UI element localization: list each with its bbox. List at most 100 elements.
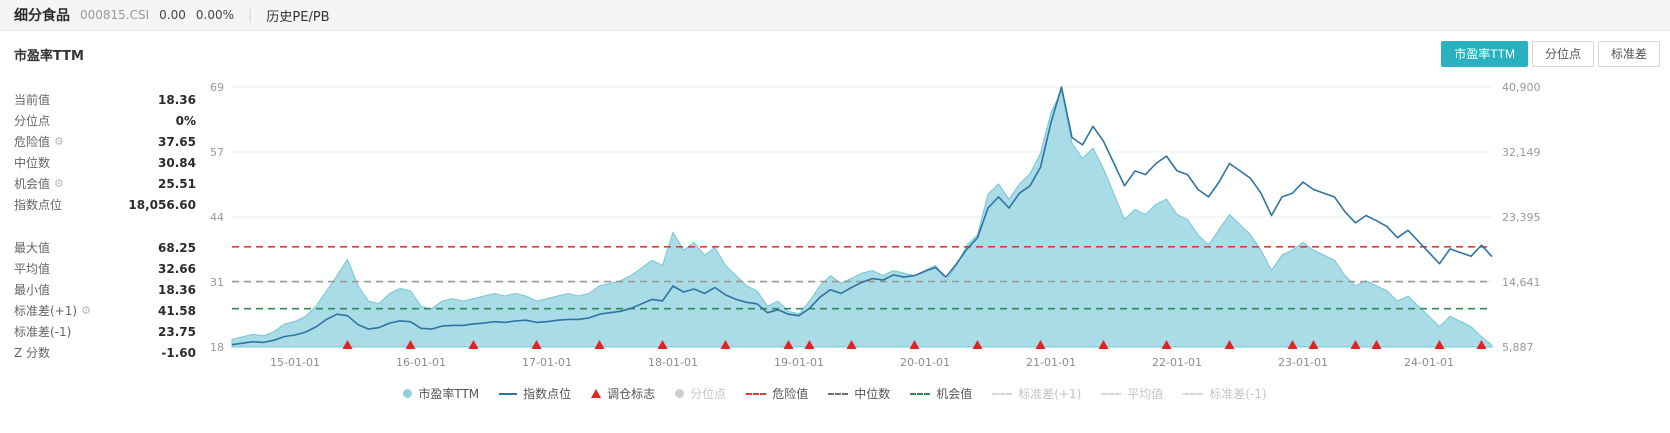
stat-row-std-minus1: 标准差(-1) 23.75	[14, 321, 196, 342]
x-axis-tick: 22-01-01	[1152, 356, 1202, 369]
stat-label-text: 标准差(-1)	[14, 325, 72, 339]
legend-item-pe-ttm[interactable]: 市盈率TTM	[403, 385, 479, 402]
stat-label-text: 指数点位	[14, 198, 63, 212]
stat-row-median: 中位数 30.84	[14, 152, 196, 173]
header-divider: |	[248, 7, 253, 23]
legend-label: 机会值	[936, 387, 973, 401]
legend-item-index-points[interactable]: 指数点位	[499, 385, 571, 402]
stat-label-text: Z 分数	[14, 346, 51, 360]
toggle-stddev[interactable]: 标准差	[1597, 41, 1660, 67]
pe-ttm-area-series	[231, 89, 1493, 348]
legend-item-rebalance[interactable]: 调仓标志	[591, 385, 655, 402]
index-points-line-series	[231, 86, 1493, 346]
stat-value: 37.65	[158, 134, 196, 149]
legend-item-std-plus1[interactable]: 标准差(+1)	[992, 385, 1081, 402]
gear-icon[interactable]: ⚙	[81, 304, 91, 317]
y-axis-left-tick: 18	[210, 341, 224, 354]
panel-title: 市盈率TTM	[14, 49, 84, 64]
top-header: 细分食品 000815.CSI 0.00 0.00% | 历史PE/PB	[0, 0, 1670, 31]
stat-value: 18.36	[158, 282, 196, 297]
dot-marker-icon	[403, 389, 413, 398]
rebalance-triangle-icon	[342, 340, 353, 349]
index-code: 000815.CSI	[80, 8, 150, 22]
index-change-pct: 0.00%	[195, 8, 235, 22]
y-axis-right-tick: 5,887	[1502, 341, 1534, 354]
stat-row-index-points: 指数点位 18,056.60	[14, 194, 196, 215]
rebalance-triangle-icon	[1287, 340, 1298, 349]
toggle-percentile[interactable]: 分位点	[1531, 41, 1594, 67]
legend-item-mean[interactable]: 平均值	[1101, 385, 1163, 402]
legend-item-median[interactable]: 中位数	[828, 385, 890, 402]
stat-label-text: 最小值	[14, 283, 51, 297]
stat-label: Z 分数	[14, 344, 50, 361]
pe-panel: 市盈率TTM 市盈率TTM 分位点 标准差 当前值 18.36 分位点 0% 危…	[0, 31, 1670, 433]
x-axis-tick: 16-01-01	[396, 356, 446, 369]
rebalance-triangle-icon	[783, 340, 794, 349]
legend-label: 分位点	[690, 387, 727, 401]
legend-item-std-minus1[interactable]: 标准差(-1)	[1183, 385, 1267, 402]
stat-label: 最小值	[14, 281, 50, 298]
stat-row-mean: 平均值 32.66	[14, 258, 196, 279]
rebalance-triangle-icon	[1161, 340, 1172, 349]
stat-label-text: 标准差(+1)	[14, 304, 78, 318]
rebalance-triangle-icon	[405, 340, 416, 349]
stat-value: 23.75	[158, 324, 196, 339]
x-axis-tick: 15-01-01	[270, 356, 320, 369]
stat-label-text: 平均值	[14, 262, 51, 276]
gear-icon[interactable]: ⚙	[54, 135, 64, 148]
rebalance-triangle-icon	[1434, 340, 1445, 349]
legend-label: 标准差(+1)	[1018, 387, 1082, 401]
stat-label: 标准差(+1) ⚙	[14, 302, 91, 319]
triangle-marker-icon	[591, 389, 602, 398]
stat-label: 危险值 ⚙	[14, 133, 64, 150]
x-axis-tick: 18-01-01	[648, 356, 698, 369]
y-axis-left-tick: 31	[210, 276, 224, 289]
toggle-pe-ttm[interactable]: 市盈率TTM	[1441, 41, 1528, 67]
legend-label: 平均值	[1127, 387, 1164, 401]
y-axis-right-tick: 32,149	[1502, 146, 1541, 159]
stat-row-danger: 危险值 ⚙ 37.65	[14, 131, 196, 152]
stat-label: 平均值	[14, 260, 50, 277]
stat-label: 当前值	[14, 91, 50, 108]
stat-row-zscore: Z 分数 -1.60	[14, 342, 196, 363]
stat-label-text: 中位数	[14, 156, 51, 170]
rebalance-triangle-icon	[909, 340, 920, 349]
dash-marker-icon	[746, 392, 767, 395]
dash-marker-icon	[910, 392, 931, 395]
stat-row-min: 最小值 18.36	[14, 279, 196, 300]
stat-label: 标准差(-1)	[14, 323, 71, 340]
stat-label-text: 当前值	[14, 93, 51, 107]
stat-label-text: 最大值	[14, 241, 51, 255]
legend-item-opportunity[interactable]: 机会值	[910, 385, 972, 402]
x-axis-tick: 17-01-01	[522, 356, 572, 369]
legend-item-percentile[interactable]: 分位点	[675, 385, 726, 402]
stat-label: 最大值	[14, 239, 50, 256]
index-name: 细分食品	[14, 8, 70, 24]
rebalance-triangle-icon	[1350, 340, 1361, 349]
legend-label: 指数点位	[523, 387, 572, 401]
stat-value: 0%	[175, 113, 196, 128]
legend-item-danger[interactable]: 危险值	[746, 385, 808, 402]
rebalance-triangle-icon	[531, 340, 542, 349]
rebalance-triangle-icon	[804, 340, 815, 349]
stat-label-text: 机会值	[14, 177, 51, 191]
pe-ttm-chart[interactable]: 69 40,900 57 32,149 44 23,395 31 14,641 18 5,887 1…	[0, 31, 1670, 433]
stat-label-text: 危险值	[14, 135, 51, 149]
index-change: 0.00	[159, 8, 186, 22]
stat-row-opportunity: 机会值 ⚙ 25.51	[14, 173, 196, 194]
stat-label: 机会值 ⚙	[14, 175, 64, 192]
tab-history-pe-pb[interactable]: 历史PE/PB	[266, 9, 330, 25]
x-axis-tick: 19-01-01	[774, 356, 824, 369]
dash-marker-icon	[1183, 392, 1204, 395]
y-axis-right-tick: 14,641	[1502, 276, 1541, 289]
rebalance-triangle-icon	[1098, 340, 1109, 349]
gear-icon[interactable]: ⚙	[54, 177, 64, 190]
rebalance-triangle-icon	[1035, 340, 1046, 349]
rebalance-triangle-icon	[972, 340, 983, 349]
stats-group-summary: 最大值 68.25 平均值 32.66 最小值 18.36 标准差(+1) ⚙ 4…	[14, 237, 196, 363]
line-marker-icon	[499, 392, 518, 395]
rebalance-triangle-icon	[1371, 340, 1382, 349]
stat-value: 32.66	[158, 261, 196, 276]
legend-label: 调仓标志	[607, 387, 656, 401]
rebalance-triangle-icon	[720, 340, 731, 349]
